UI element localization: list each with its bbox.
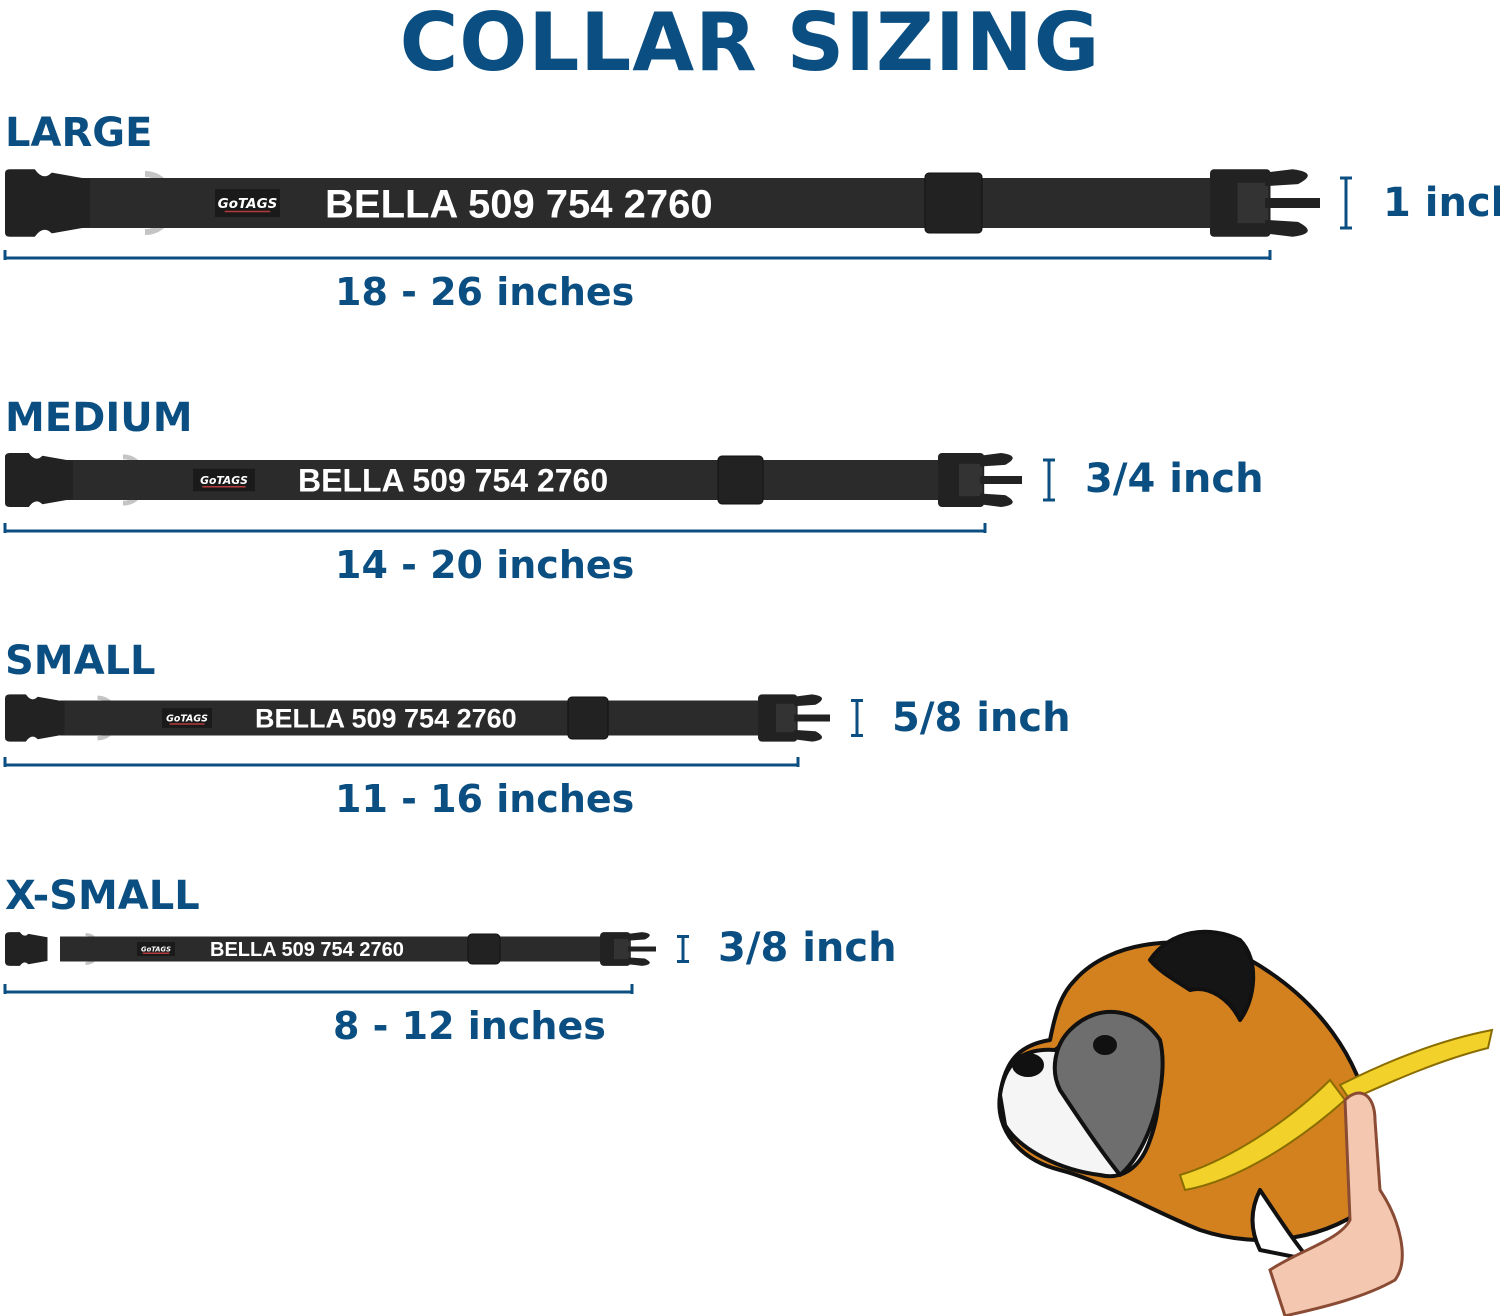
hand-icon — [1268, 1091, 1404, 1316]
collar-large: GoTAGS BELLA 509 754 2760 — [3, 169, 1352, 260]
width-bracket-icon — [1043, 458, 1055, 502]
buckle-prong-top — [980, 453, 1013, 467]
collar-x-small: GoTAGS BELLA 509 754 2760 — [3, 932, 689, 994]
dog-mask — [1052, 1010, 1165, 1177]
collar-engraving-small: BELLA 509 754 2760 — [255, 704, 517, 734]
size-label-small: SMALL — [5, 638, 156, 684]
logo-badge — [193, 468, 255, 492]
width-x-small: 3/8 inch — [718, 925, 897, 971]
buckle-prong-top — [628, 932, 650, 941]
range-x-small: 8 - 12 inches — [333, 1004, 606, 1048]
width-bracket-icon — [677, 935, 689, 963]
buckle-prong-top — [1265, 169, 1308, 187]
width-bracket-icon — [851, 699, 863, 737]
buckle-female-icon — [5, 694, 65, 742]
gotags-logo: GoTAGS — [166, 714, 208, 725]
strap-keeper — [717, 455, 764, 505]
gotags-logo: GoTAGS — [141, 946, 171, 954]
buckle-face — [614, 938, 630, 960]
buckle-face — [959, 463, 983, 497]
size-label-medium: MEDIUM — [5, 395, 193, 441]
buckle-prong-bottom — [794, 729, 822, 742]
buckle-tongue — [1265, 198, 1320, 208]
width-large: 1 inch — [1383, 180, 1500, 226]
logo-badge — [215, 189, 280, 217]
width-small: 5/8 inch — [892, 695, 1071, 741]
range-medium: 14 - 20 inches — [335, 543, 635, 587]
collar-medium: GoTAGS BELLA 509 754 2760 — [3, 453, 1055, 533]
buckle-female-icon — [5, 932, 48, 966]
buckle-female-icon — [5, 453, 73, 507]
buckle-prong-bottom — [1265, 219, 1308, 237]
logo-badge — [162, 708, 212, 728]
range-small: 11 - 16 inches — [335, 777, 635, 821]
collar-engraving-x-small: BELLA 509 754 2760 — [210, 939, 404, 961]
buckle-prong-bottom — [628, 957, 650, 966]
buckle-tongue — [628, 946, 656, 952]
boxer-dog-icon — [997, 929, 1377, 1262]
buckle-female-icon — [5, 169, 90, 237]
dog-eye — [1093, 1035, 1117, 1055]
strap-keeper — [467, 933, 501, 965]
size-label-large: LARGE — [5, 110, 153, 156]
dog-ear — [1148, 929, 1256, 1022]
buckle-prong-top — [794, 694, 822, 707]
buckle-tongue — [980, 476, 1022, 484]
collar-engraving-large: BELLA 509 754 2760 — [325, 182, 713, 226]
measuring-tape-icon — [1178, 1028, 1494, 1192]
page-title: COLLAR SIZING — [399, 0, 1101, 89]
size-label-x-small: X-SMALL — [5, 873, 200, 919]
strap-keeper — [567, 696, 609, 740]
width-bracket-icon — [1340, 176, 1352, 230]
buckle-prong-bottom — [980, 493, 1013, 507]
collar-small: GoTAGS BELLA 509 754 2760 — [3, 694, 863, 767]
range-large: 18 - 26 inches — [335, 270, 635, 314]
buckle-tongue — [794, 714, 830, 722]
strap-keeper — [924, 172, 983, 234]
width-medium: 3/4 inch — [1085, 456, 1264, 502]
gotags-logo: GoTAGS — [218, 196, 278, 212]
buckle-face — [776, 703, 797, 733]
dog-nose — [1012, 1053, 1044, 1077]
collar-engraving-medium: BELLA 509 754 2760 — [298, 463, 608, 499]
buckle-face — [1237, 182, 1269, 224]
gotags-logo: GoTAGS — [200, 474, 248, 487]
